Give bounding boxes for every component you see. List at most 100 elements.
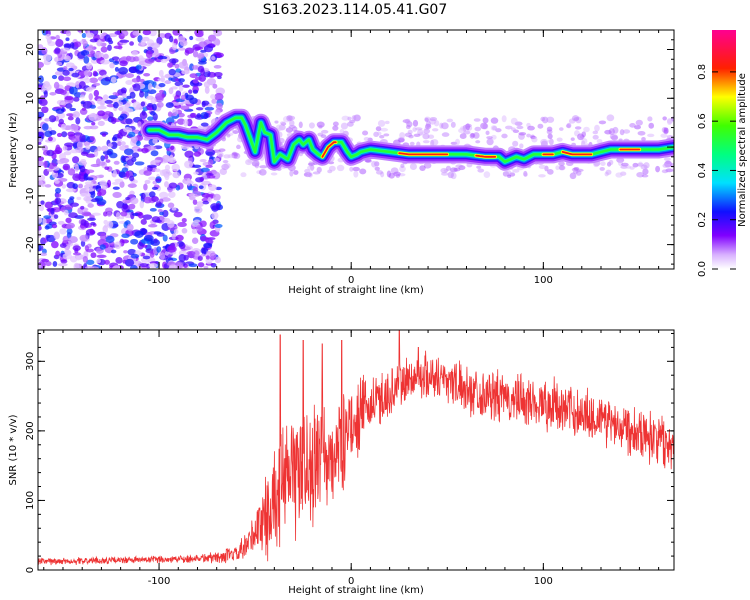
noise-blob	[180, 94, 186, 101]
noise-blob	[88, 113, 97, 122]
noise-blob	[258, 168, 267, 176]
noise-blob	[606, 114, 615, 122]
noise-blob	[474, 126, 482, 132]
colorbar-tick-label: 0.0	[697, 261, 708, 277]
noise-blob	[86, 153, 96, 158]
x-tick-label: -100	[148, 275, 171, 286]
noise-blob	[128, 203, 136, 210]
noise-blob	[399, 132, 406, 139]
noise-blob	[371, 160, 377, 168]
noise-blob	[143, 196, 152, 204]
noise-blob	[377, 119, 386, 127]
noise-blob	[203, 45, 214, 53]
noise-blob	[317, 132, 324, 137]
y-tick-label: -20	[25, 236, 36, 252]
noise-blob	[113, 45, 123, 50]
noise-blob	[38, 216, 43, 224]
noise-blob	[153, 231, 162, 235]
noise-blob	[179, 39, 188, 47]
noise-blob	[69, 202, 79, 207]
noise-blob	[168, 87, 174, 95]
noise-blob	[160, 58, 168, 63]
noise-blob	[90, 50, 96, 55]
noise-blob	[120, 211, 128, 217]
noise-blob	[546, 126, 553, 132]
noise-blob	[215, 102, 223, 110]
noise-blob	[111, 136, 118, 142]
noise-blob	[636, 171, 645, 178]
noise-blob	[53, 81, 60, 90]
noise-blob	[218, 153, 223, 158]
noise-blob	[42, 123, 49, 131]
noise-blob	[53, 231, 60, 240]
noise-blob	[167, 202, 175, 208]
noise-blob	[112, 91, 119, 96]
noise-blob	[122, 127, 133, 133]
noise-blob	[150, 150, 159, 157]
noise-blob	[447, 171, 454, 179]
noise-blob	[546, 116, 555, 123]
y-tick-label: 0	[25, 144, 36, 150]
noise-blob	[90, 221, 96, 226]
noise-blob	[87, 203, 94, 208]
noise-blob	[93, 149, 99, 157]
noise-blob	[45, 33, 51, 40]
noise-blob	[413, 133, 421, 138]
noise-blob	[114, 241, 122, 249]
noise-blob	[183, 118, 189, 127]
noise-blob	[670, 168, 674, 172]
noise-blob	[167, 220, 175, 228]
noise-blob	[58, 118, 65, 125]
noise-blob	[155, 201, 162, 207]
noise-blob	[195, 224, 203, 232]
noise-blob	[188, 193, 196, 197]
noise-blob	[219, 168, 227, 175]
noise-blob	[119, 216, 125, 220]
noise-blob	[83, 56, 90, 64]
noise-blob	[477, 168, 485, 173]
noise-blob	[660, 133, 668, 138]
x-tick-label: 0	[348, 275, 354, 286]
noise-blob	[40, 252, 48, 257]
noise-blob	[87, 217, 96, 221]
noise-blob	[146, 145, 157, 151]
noise-blob	[104, 111, 112, 115]
noise-blob	[100, 46, 108, 53]
noise-blob	[423, 128, 431, 134]
noise-blob	[190, 112, 197, 118]
noise-blob	[139, 200, 145, 209]
noise-blob	[40, 200, 45, 205]
noise-blob	[85, 144, 91, 150]
noise-blob	[193, 250, 200, 258]
noise-blob	[100, 155, 105, 162]
noise-blob	[577, 133, 585, 141]
noise-blob	[157, 208, 163, 213]
noise-blob	[72, 173, 82, 181]
colorbar: 0.0 0.2 0.4 0.6 0.8 Normalized spectral ampl…	[697, 30, 748, 277]
noise-blob	[44, 118, 51, 122]
noise-blob	[54, 47, 61, 54]
noise-blob	[142, 255, 151, 260]
noise-blob	[201, 100, 210, 106]
noise-blob	[162, 209, 169, 218]
noise-blob	[96, 254, 107, 259]
noise-blob	[152, 138, 158, 144]
noise-blob	[642, 168, 649, 175]
spectrogram-ylabel: Frequency (Hz)	[8, 112, 19, 188]
noise-blob	[54, 71, 64, 76]
noise-blob	[38, 180, 44, 187]
noise-blob	[154, 168, 161, 173]
noise-blob	[69, 196, 75, 200]
noise-blob	[110, 76, 117, 84]
noise-blob	[124, 144, 129, 148]
noise-blob	[90, 252, 97, 259]
noise-blob	[125, 170, 130, 178]
ridge-peak	[321, 141, 337, 158]
spectrogram-ridge	[140, 108, 674, 171]
noise-blob	[505, 170, 512, 176]
noise-blob	[593, 161, 600, 168]
noise-blob	[72, 156, 80, 164]
noise-blob	[512, 140, 519, 147]
noise-blob	[68, 236, 78, 244]
noise-blob	[183, 254, 189, 261]
